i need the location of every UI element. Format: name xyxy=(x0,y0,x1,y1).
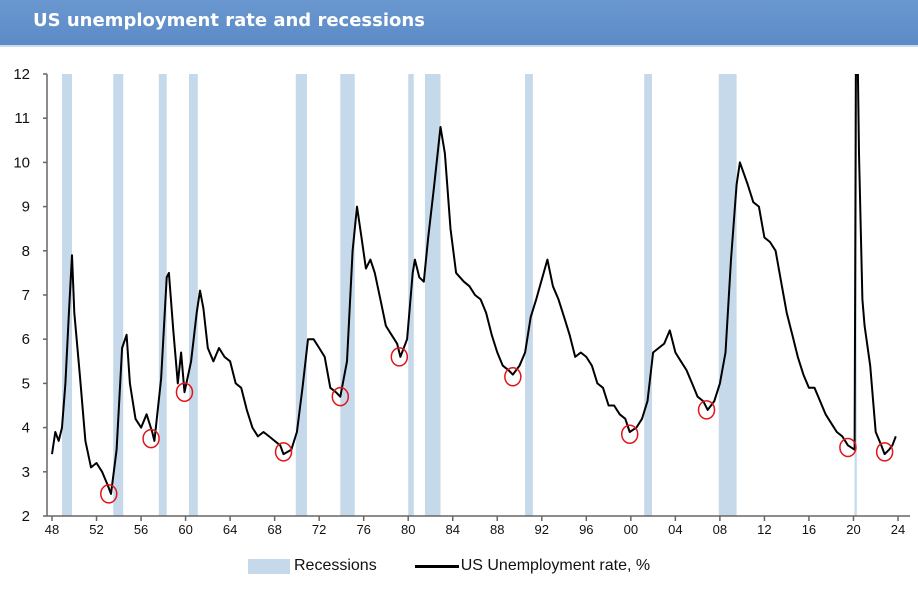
x-tick-label: 52 xyxy=(89,522,103,537)
x-tick-label: 72 xyxy=(312,522,326,537)
legend-swatch-line xyxy=(414,564,459,568)
x-tick-label: 48 xyxy=(45,522,59,537)
recession-band xyxy=(644,74,652,516)
recession-band xyxy=(113,74,124,516)
y-tick-label: 8 xyxy=(22,243,30,260)
x-tick-label: 60 xyxy=(178,522,192,537)
x-tick-label: 04 xyxy=(668,522,682,537)
x-tick-label: 84 xyxy=(446,522,460,537)
x-tick-label: 16 xyxy=(802,522,816,537)
title-banner: US unemployment rate and recessions xyxy=(0,0,918,47)
y-tick-label: 9 xyxy=(22,199,30,216)
trough-markers xyxy=(100,347,894,504)
y-tick-label: 12 xyxy=(13,66,30,83)
chart-title: US unemployment rate and recessions xyxy=(33,10,425,31)
x-tick-label: 76 xyxy=(356,522,370,537)
x-tick-label: 24 xyxy=(891,522,905,537)
recessions-layer xyxy=(62,74,857,516)
trough-marker xyxy=(839,437,857,458)
y-tick-label: 11 xyxy=(14,110,30,127)
trough-marker xyxy=(697,400,716,420)
x-tick-label: 68 xyxy=(267,522,281,537)
unemployment-line xyxy=(51,74,897,495)
y-tick-label: 5 xyxy=(22,375,30,392)
y-tick-label: 10 xyxy=(13,154,30,171)
x-tick-label: 08 xyxy=(713,522,727,537)
x-tick-label: 80 xyxy=(401,522,415,537)
recession-band xyxy=(295,74,307,516)
recession-band xyxy=(340,74,355,516)
recession-band xyxy=(424,74,441,516)
trough-marker xyxy=(142,428,160,449)
legend-label-line: US Unemployment rate, % xyxy=(460,557,651,574)
y-tick-label: 4 xyxy=(22,420,30,437)
trough-marker xyxy=(620,424,639,444)
trough-marker xyxy=(390,347,409,367)
recession-band xyxy=(525,74,533,516)
x-tick-label: 88 xyxy=(490,522,504,537)
y-tick-label: 7 xyxy=(22,287,30,304)
trough-marker xyxy=(175,382,194,402)
y-tick-label: 2 xyxy=(22,508,30,525)
trough-marker xyxy=(274,442,293,462)
x-tick-label: 20 xyxy=(846,522,860,537)
trough-marker xyxy=(875,442,894,462)
recession-band xyxy=(62,74,73,516)
x-tick-label: 12 xyxy=(757,522,771,537)
legend: Recessions US Unemployment rate, % xyxy=(248,557,650,575)
x-tick-label: 00 xyxy=(624,522,638,537)
trough-marker xyxy=(100,484,118,504)
legend-label-recessions: Recessions xyxy=(294,557,377,574)
x-tick-label: 96 xyxy=(579,522,593,537)
recession-band xyxy=(158,74,167,516)
legend-swatch-recessions xyxy=(248,558,290,574)
trough-marker xyxy=(331,386,350,407)
x-tick-label: 56 xyxy=(134,522,148,537)
x-tick-label: 64 xyxy=(223,522,237,537)
y-tick-label: 3 xyxy=(22,464,30,481)
recession-band xyxy=(718,74,737,516)
trough-marker xyxy=(504,367,522,387)
y-tick-label: 6 xyxy=(22,331,30,348)
x-tick-label: 92 xyxy=(535,522,549,537)
recession-band xyxy=(188,74,198,516)
